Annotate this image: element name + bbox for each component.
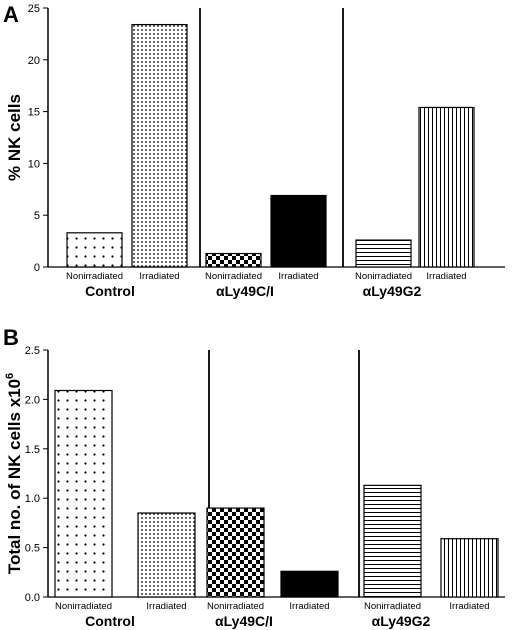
group-label: αLy49G2 [363,283,422,299]
bar [206,507,265,598]
bar [363,484,422,598]
category-label: Irradiated [289,601,329,612]
category-label: Nonirradiated [207,601,264,612]
category-label: Irradiated [278,271,318,282]
category-label: Nonirradiated [55,601,112,612]
group-label: Control [85,283,135,299]
group-label: αLy49C/I [216,283,274,299]
bar [440,538,499,598]
y-tick-label: 15 [28,107,40,119]
group-label: Control [85,613,135,629]
y-axis-label: Total no. of NK cells x106 [4,373,24,574]
y-tick-label: 2.0 [25,394,40,406]
category-label: Nonirradiated [205,271,262,282]
category-label: Irradiated [139,271,179,282]
bar [418,106,475,268]
panel-b: B 0.0 0.5 1.0 1.5 2.0 2.5 Total no. of NK cells… [3,325,505,629]
category-label: Irradiated [146,601,186,612]
category-label: Nonirradiated [66,271,123,282]
bar [270,194,327,268]
bar [205,252,262,268]
bar [66,232,123,268]
y-tick-label: 0 [34,262,40,274]
group-label: αLy49G2 [372,613,431,629]
y-tick-label: 25 [28,3,40,15]
category-label: Nonirradiated [355,271,412,282]
category-label: Irradiated [426,271,466,282]
y-tick-label: 0.5 [25,543,40,555]
y-tick-label: 2.5 [25,345,40,357]
y-tick-label: 0.0 [25,592,40,604]
y-axis-label-superscript: 6 [4,373,16,379]
category-label: Nonirradiated [364,601,421,612]
group-label: αLy49C/I [215,613,273,629]
y-tick-label: 1.0 [25,493,40,505]
y-axis-label: % NK cells [5,94,24,181]
panel-letter: A [3,2,19,27]
y-tick-label: 5 [34,210,40,222]
bar [54,389,113,598]
bar [280,570,339,598]
y-tick-label: 1.5 [25,444,40,456]
bar [131,23,188,268]
panel-a: A 0 5 10 15 20 25 % NK cells Nonirradiated Irradi… [3,2,505,299]
bar [137,512,196,598]
y-tick-label: 10 [28,158,40,170]
bar [355,239,412,268]
category-label: Irradiated [449,601,489,612]
y-tick-label: 20 [28,55,40,67]
panel-letter: B [3,325,19,350]
